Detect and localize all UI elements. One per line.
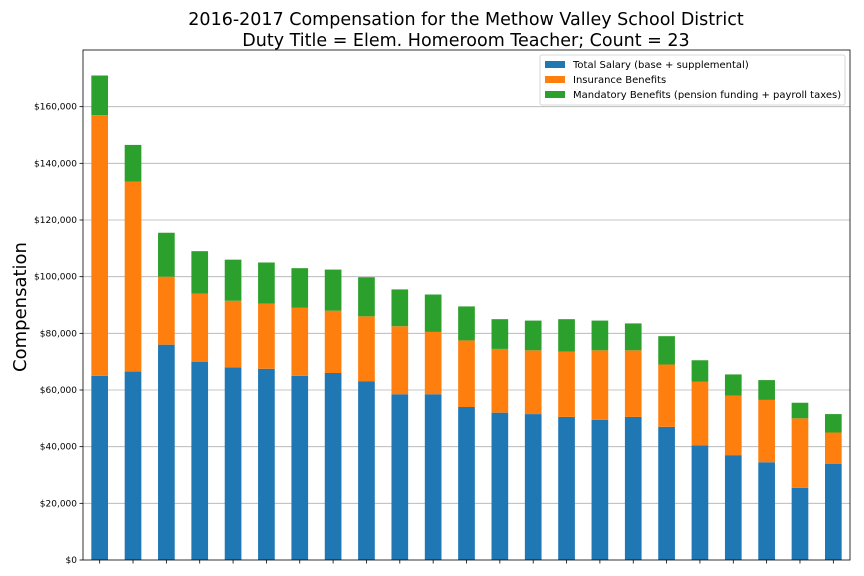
bar-segment-mandatory [424,294,442,332]
bar-segment-salary [824,463,842,560]
bar-segment-mandatory [458,306,475,341]
legend-swatch [545,91,565,98]
bar-segment-insurance [791,418,809,488]
bar-segment-insurance [591,350,609,420]
bar-segment-salary [158,344,175,560]
bar-segment-salary [424,394,442,560]
bar-segment-mandatory [91,75,109,116]
bar-segment-salary [558,416,575,560]
bar-segment-mandatory [124,144,142,182]
plot-frame [82,49,851,561]
legend-entry-label: Mandatory Benefits (pension funding + pa… [573,90,841,101]
bar-segment-salary [491,412,509,560]
y-tick-label: $120,000 [34,216,77,226]
bar-segment-mandatory [591,320,609,351]
bar-segment-mandatory [291,268,309,308]
bar-segment-salary [258,368,275,560]
bar-segment-salary [524,414,542,560]
bar-segment-salary [691,445,709,560]
bar-segment-mandatory [758,380,775,400]
bar-segment-insurance [491,348,509,413]
bar-segment-mandatory [191,251,209,294]
bar-segment-mandatory [524,320,542,351]
bar-segment-mandatory [391,289,409,327]
y-tick-label: $0 [66,556,78,566]
legend-entry-label: Insurance Benefits [573,75,666,86]
bar-segment-mandatory [324,269,342,311]
bar-segment-insurance [558,351,575,417]
bar-segment-insurance [258,303,275,369]
legend-box [539,54,846,106]
y-tick-label: $80,000 [40,329,77,339]
bar-segment-salary [458,407,475,560]
bar-segment-salary [591,419,609,560]
bar-segment-insurance [724,395,742,456]
bar-segment-mandatory [491,319,509,349]
bar-segment-salary [324,373,342,560]
bar-segment-insurance [524,350,542,415]
bar-segment-salary [391,394,409,560]
bar-segment-salary [291,375,309,560]
bar-segment-salary [91,375,109,560]
bar-segment-mandatory [224,259,242,301]
y-tick-label: $160,000 [34,103,77,113]
bar-segment-insurance [458,340,475,407]
bar-segment-insurance [758,399,775,463]
bar-segment-insurance [624,350,642,417]
y-axis-label: Compensation [10,242,31,372]
bar-segment-insurance [91,115,109,376]
bar-segment-insurance [424,331,442,395]
y-tick-label: $140,000 [34,159,77,169]
chart-subtitle: Duty Title = Elem. Homeroom Teacher; Cou… [242,31,689,51]
bar-segment-insurance [291,307,309,376]
bar-segment-salary [658,426,675,560]
y-tick-label: $100,000 [34,273,77,283]
bar-segment-mandatory [658,336,675,365]
bar-segment-insurance [224,300,242,368]
axes: $0 $20,000 $40,000 $60,000 $80,000 $100,000 $1… [34,49,851,566]
bar-segment-salary [224,367,242,560]
bar-segment-mandatory [558,319,575,352]
bar-segment-insurance [391,326,409,395]
y-tick-label: $20,000 [40,499,77,509]
bar-segment-salary [724,455,742,560]
legend-swatch [545,76,565,83]
bar-segment-insurance [158,276,175,345]
bar-segment-mandatory [358,277,375,317]
bar-segment-insurance [358,316,375,382]
bar-segment-mandatory [691,360,709,382]
bar-segment-salary [358,381,375,560]
bar-segment-insurance [691,381,709,446]
bar-segment-mandatory [791,402,809,419]
bar-segment-salary [624,416,642,560]
chart-title: 2016-2017 Compensation for the Methow Va… [188,10,744,30]
legend: Total Salary (base + supplemental) Insura… [539,54,846,106]
bar-segment-insurance [124,181,142,372]
bar-segment-insurance [191,293,209,362]
bar-segment-mandatory [624,323,642,351]
bar-segment-mandatory [158,232,175,277]
bar-segment-salary [191,361,209,560]
legend-entry-label: Total Salary (base + supplemental) [572,60,749,71]
legend-swatch [545,61,565,68]
bar-segment-mandatory [824,414,842,433]
bar-segment-insurance [324,310,342,373]
bar-segment-salary [791,487,809,560]
bar-segment-mandatory [258,262,275,304]
bar-segment-salary [758,462,775,560]
bar-segment-insurance [658,364,675,427]
bar-segment-insurance [824,432,842,464]
bar-segment-salary [124,371,142,560]
y-tick-label: $40,000 [40,443,77,453]
y-tick-label: $60,000 [40,386,77,396]
bars [91,75,842,560]
bar-segment-mandatory [724,374,742,396]
